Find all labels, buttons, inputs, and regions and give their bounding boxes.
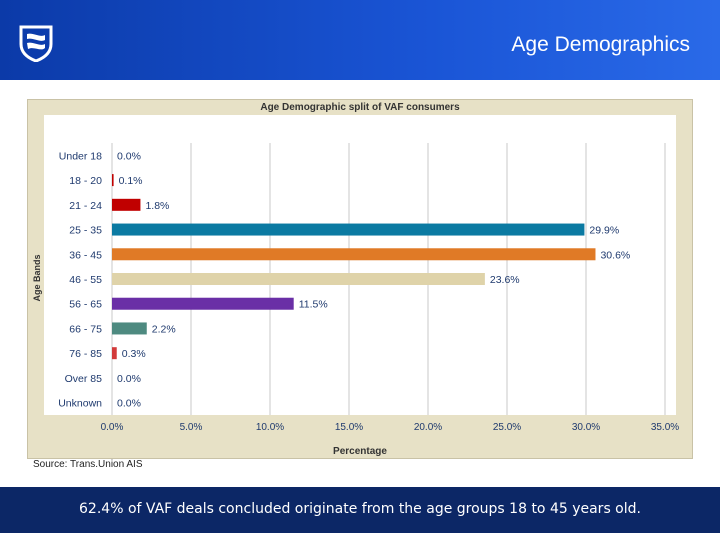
x-tick-label: 35.0% bbox=[651, 422, 679, 433]
data-label: 1.8% bbox=[145, 200, 169, 212]
bank-shield-logo-icon bbox=[19, 25, 53, 62]
page-title: Age Demographics bbox=[511, 33, 690, 56]
bar bbox=[112, 297, 294, 310]
bar bbox=[112, 223, 585, 236]
y-tick-label: Over 85 bbox=[65, 373, 103, 385]
x-tick-label: 0.0% bbox=[101, 422, 124, 433]
source-note: Source: Trans.Union AIS bbox=[33, 459, 143, 470]
x-tick-label: 30.0% bbox=[572, 422, 600, 433]
data-label: 30.6% bbox=[600, 249, 630, 261]
bar bbox=[112, 322, 147, 335]
bar bbox=[112, 273, 485, 285]
bars: Under 18 0.0% 18 - 20 0.1% 21 - 24 1.8% 25 - 3… bbox=[58, 150, 630, 409]
data-label: 2.2% bbox=[152, 323, 176, 335]
data-label: 0.0% bbox=[117, 398, 141, 410]
x-axis-label: Percentage bbox=[333, 446, 387, 457]
data-label: 29.9% bbox=[589, 225, 619, 237]
y-tick-label: 66 - 75 bbox=[69, 323, 102, 335]
footer-bar: 62.4% of VAF deals concluded originate f… bbox=[0, 487, 720, 533]
y-tick-label: 76 - 85 bbox=[69, 348, 102, 360]
y-tick-label: Unknown bbox=[58, 398, 102, 410]
bar bbox=[112, 174, 114, 187]
y-tick-label: 21 - 24 bbox=[69, 200, 102, 212]
y-tick-label: 36 - 45 bbox=[69, 249, 102, 261]
x-tick-label: 20.0% bbox=[414, 422, 442, 433]
x-tick-label: 5.0% bbox=[180, 422, 203, 433]
plot-area bbox=[44, 115, 676, 415]
y-tick-label: 56 - 65 bbox=[69, 299, 102, 311]
y-tick-label: 46 - 55 bbox=[69, 274, 102, 286]
header-bar: Age Demographics bbox=[0, 0, 720, 80]
bar bbox=[112, 198, 141, 211]
bar bbox=[112, 248, 596, 261]
footer-summary: 62.4% of VAF deals concluded originate f… bbox=[79, 501, 641, 517]
data-label: 11.5% bbox=[299, 299, 328, 311]
data-label: 0.1% bbox=[119, 175, 143, 187]
data-label: 0.0% bbox=[117, 150, 141, 162]
x-tick-label: 10.0% bbox=[256, 422, 284, 433]
data-label: 0.3% bbox=[122, 348, 146, 360]
grid-lines: 0.0% 5.0% 10.0% 15.0% 20.0% 25.0% 30.0% 35.0% bbox=[101, 143, 679, 433]
chart-title: Age Demographic split of VAF consumers bbox=[260, 102, 460, 113]
y-tick-label: 18 - 20 bbox=[69, 175, 102, 187]
data-label: 23.6% bbox=[490, 274, 520, 286]
y-tick-label: 25 - 35 bbox=[69, 225, 102, 237]
y-axis-label: Age Bands bbox=[32, 254, 42, 301]
bar bbox=[112, 347, 117, 360]
data-label: 0.0% bbox=[117, 373, 141, 385]
y-tick-label: Under 18 bbox=[59, 150, 102, 162]
x-tick-label: 15.0% bbox=[335, 422, 363, 433]
x-tick-label: 25.0% bbox=[493, 422, 521, 433]
